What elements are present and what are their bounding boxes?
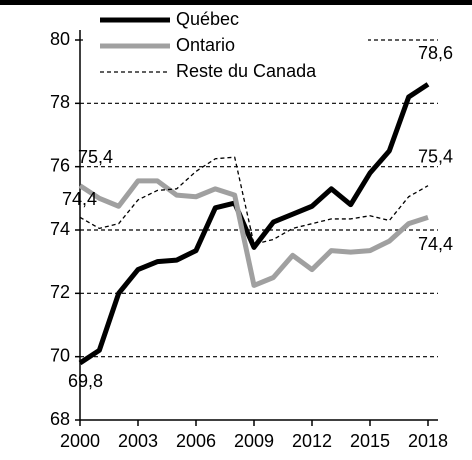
y-tick-label: 80 (50, 29, 70, 49)
legend-label: Ontario (176, 35, 235, 55)
value-label: 74,4 (418, 234, 453, 254)
y-tick-label: 76 (50, 155, 70, 175)
x-tick-label: 2006 (176, 431, 216, 451)
value-label: 75,4 (78, 147, 113, 167)
y-tick-label: 78 (50, 92, 70, 112)
y-tick-label: 72 (50, 282, 70, 302)
top-rule (0, 0, 472, 5)
x-tick-label: 2000 (60, 431, 100, 451)
value-label: 74,4 (62, 189, 97, 209)
series-line (78, 178, 429, 288)
series-line (78, 82, 430, 366)
x-tick-label: 2015 (350, 431, 390, 451)
value-label: 69,8 (68, 371, 103, 391)
legend-label: Reste du Canada (176, 61, 317, 81)
y-tick-label: 68 (50, 409, 70, 429)
y-tick-label: 74 (50, 219, 70, 239)
y-tick-label: 70 (50, 345, 70, 365)
value-label: 75,4 (418, 146, 453, 166)
legend-label: Québec (176, 9, 239, 29)
x-tick-label: 2009 (234, 431, 274, 451)
x-tick-label: 2003 (118, 431, 158, 451)
series-line (79, 156, 429, 245)
x-tick-label: 2018 (408, 431, 448, 451)
x-tick-label: 2012 (292, 431, 332, 451)
value-label: 78,6 (418, 43, 453, 63)
